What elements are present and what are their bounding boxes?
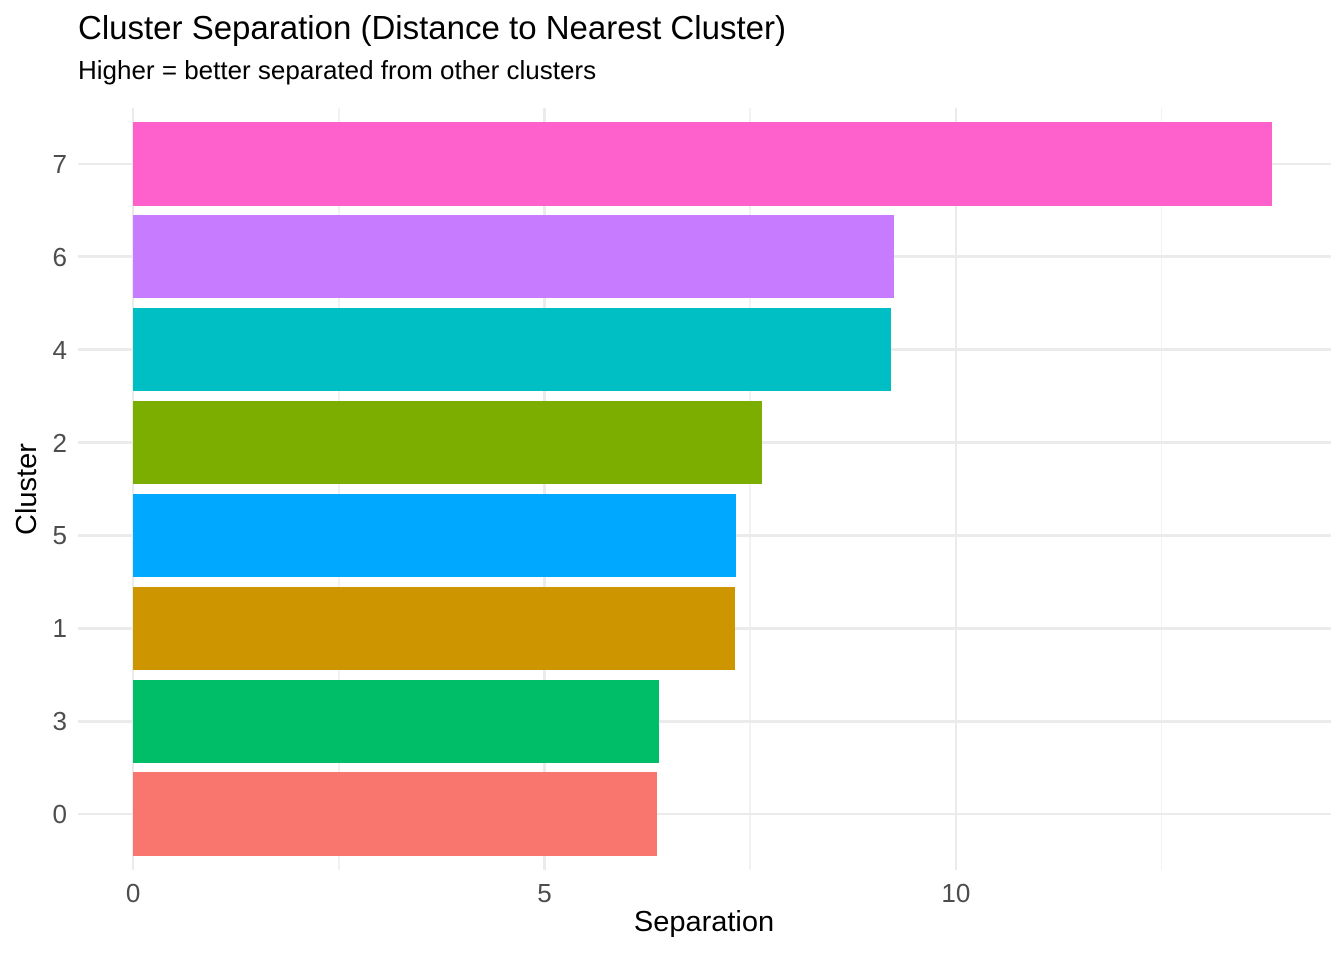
gridline-major-x-5 <box>543 108 546 870</box>
y-tick-label-3: 3 <box>52 706 67 737</box>
gridline-minor-x-2.5 <box>338 108 340 870</box>
bar-cluster-0 <box>133 772 658 857</box>
gridline-minor-x-7.5 <box>749 108 751 870</box>
bar-cluster-7 <box>133 121 1272 206</box>
x-axis-tick-labels: 0 5 10 <box>0 880 1344 912</box>
bar-cluster-3 <box>133 679 659 764</box>
y-tick-label-4: 4 <box>52 334 67 365</box>
gridline-major-y-0 <box>78 812 1331 816</box>
chart-panel <box>78 108 1331 870</box>
gridline-major-x-10 <box>954 108 958 870</box>
y-tick-label-5: 5 <box>52 520 67 551</box>
y-axis-title: Cluster <box>11 443 43 535</box>
x-tick-label-0: 0 <box>125 878 141 908</box>
y-tick-label-1: 1 <box>52 613 67 644</box>
bar-cluster-4 <box>133 307 891 392</box>
x-tick-label-10: 10 <box>941 878 971 908</box>
bar-cluster-2 <box>133 400 762 485</box>
x-tick-label-5: 5 <box>537 878 552 908</box>
y-tick-label-6: 6 <box>52 241 67 272</box>
chart-subtitle: Higher = better separated from other clu… <box>78 55 597 85</box>
gridline-major-x-0 <box>131 108 135 870</box>
y-tick-label-7: 7 <box>52 148 67 179</box>
y-tick-label-2: 2 <box>52 427 67 458</box>
bar-cluster-5 <box>133 493 737 578</box>
bar-cluster-6 <box>133 214 895 299</box>
gridline-major-y-3 <box>78 720 1331 723</box>
chart-title: Cluster Separation (Distance to Nearest … <box>78 9 786 46</box>
x-axis-title: Separation <box>633 906 775 938</box>
bar-cluster-1 <box>133 586 736 671</box>
y-tick-label-0: 0 <box>52 799 67 830</box>
y-axis-tick-labels: 7 6 4 2 5 1 3 0 <box>0 108 78 870</box>
gridline-minor-x-12.5 <box>1160 108 1163 870</box>
